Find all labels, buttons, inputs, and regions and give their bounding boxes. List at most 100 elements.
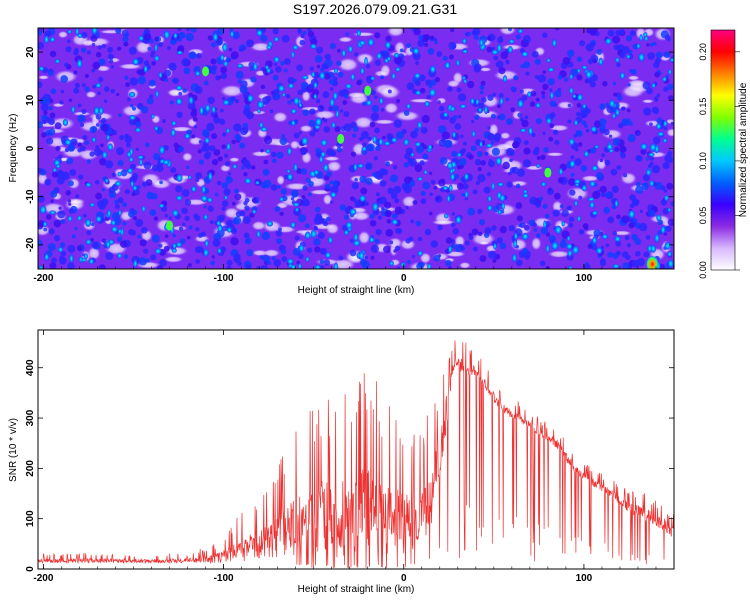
heatmap-cell-high xyxy=(527,91,532,98)
heatmap-cell xyxy=(656,117,663,125)
heatmap-cell-high xyxy=(38,265,44,269)
heatmap-cell-high xyxy=(313,93,318,100)
heatmap-cell xyxy=(605,243,610,248)
heatmap-cell xyxy=(145,142,150,148)
heatmap-cell-low xyxy=(322,193,333,206)
heatmap-cell xyxy=(457,114,462,119)
heatmap-cell xyxy=(343,123,352,132)
heatmap-cell xyxy=(372,172,377,177)
heatmap-cell xyxy=(529,101,536,107)
heatmap-cell xyxy=(305,177,312,184)
heatmap-cell xyxy=(38,41,45,50)
heatmap-cell xyxy=(477,173,486,183)
heatmap-cell-high xyxy=(98,106,104,115)
heatmap-cell xyxy=(334,126,341,133)
heatmap-cell-high xyxy=(536,163,540,169)
heatmap-cell xyxy=(366,96,371,100)
heatmap-cell xyxy=(190,28,197,33)
heatmap-cell-high xyxy=(203,248,209,257)
heatmap-cell xyxy=(316,64,321,69)
heatmap-cell-high xyxy=(255,180,260,185)
heatmap-cell xyxy=(478,219,486,226)
heatmap-cell xyxy=(324,72,331,80)
heatmap-cell xyxy=(474,158,482,166)
heatmap-cell xyxy=(666,83,674,91)
heatmap-cell xyxy=(354,178,358,182)
heatmap-cell xyxy=(242,107,251,116)
heatmap-cell-low xyxy=(401,195,417,208)
heatmap-cell-low xyxy=(85,91,97,99)
heatmap-cell xyxy=(329,43,336,50)
heatmap-cell xyxy=(473,34,479,40)
heatmap-cell xyxy=(260,264,269,269)
heatmap-cell xyxy=(38,120,43,129)
heatmap-cell xyxy=(498,93,504,98)
heatmap-cell xyxy=(379,180,387,187)
heatmap-cell xyxy=(631,259,640,268)
heatmap-cell xyxy=(278,227,282,232)
heatmap-cell xyxy=(181,207,188,214)
heatmap-cell xyxy=(406,259,411,264)
heatmap-cell-high xyxy=(455,215,462,225)
heatmap-cell xyxy=(659,263,665,269)
heatmap-cell-high xyxy=(176,173,183,182)
heatmap-cell xyxy=(67,180,74,187)
heatmap-cell xyxy=(76,245,83,252)
colorbar-frame xyxy=(710,29,736,271)
heatmap-cell xyxy=(535,233,541,238)
heatmap-cell xyxy=(356,79,362,86)
heatmap-cell xyxy=(578,195,583,200)
heatmap-cell xyxy=(219,214,226,221)
heatmap-cell xyxy=(137,234,142,239)
heatmap-cell xyxy=(549,112,556,119)
heatmap-cell-high xyxy=(287,173,294,181)
heatmap-cell xyxy=(53,219,62,228)
heatmap-cell xyxy=(486,171,492,177)
heatmap-cell-high xyxy=(95,215,102,223)
heatmap-cell xyxy=(95,179,100,185)
heatmap-cell-low xyxy=(499,132,511,140)
heatmap-cell xyxy=(369,213,375,219)
heatmap-cell xyxy=(649,156,654,161)
heatmap-cell xyxy=(46,137,54,145)
heatmap-cell xyxy=(523,61,531,69)
heatmap-cell-low xyxy=(57,30,69,39)
heatmap-cell-low xyxy=(249,42,272,52)
heatmap-cell xyxy=(172,233,177,238)
heatmap-cell xyxy=(611,185,619,193)
heatmap-cell xyxy=(231,139,236,145)
heatmap-cell xyxy=(235,70,244,79)
heatmap-cell-high xyxy=(585,70,592,79)
heatmap-cell xyxy=(670,201,674,207)
heatmap-cell xyxy=(217,156,223,162)
heatmap-cell xyxy=(302,185,308,191)
heatmap-cell-high xyxy=(569,159,576,168)
heatmap-cell xyxy=(508,171,512,176)
heatmap-cell-low xyxy=(386,28,405,37)
heatmap-cell-high xyxy=(293,162,298,172)
heatmap-cell-high xyxy=(333,262,339,269)
heatmap-cell xyxy=(122,202,127,208)
heatmap-cell xyxy=(535,97,540,102)
heatmap-cell-low xyxy=(323,156,341,162)
heatmap-cell xyxy=(557,177,564,184)
heatmap-cell xyxy=(263,159,269,165)
heatmap-cell xyxy=(473,65,481,73)
heatmap-cell xyxy=(631,233,638,241)
heatmap-cell-high xyxy=(201,184,206,194)
heatmap-cell xyxy=(354,200,362,208)
heatmap-cell xyxy=(628,121,633,127)
heatmap-cell-high xyxy=(104,178,109,184)
heatmap-cell-high xyxy=(345,221,353,229)
heatmap-cell xyxy=(498,113,506,121)
heatmap-cell xyxy=(470,145,477,152)
heatmap-cell-low xyxy=(499,28,517,36)
heatmap-cell xyxy=(269,109,274,114)
heatmap-cell xyxy=(471,119,475,124)
heatmap-cell xyxy=(243,201,248,206)
heatmap-cell xyxy=(193,125,198,129)
snr-panel: -200 -100 0 100 0 100 200 300 400 Height of str… xyxy=(8,329,675,595)
heatmap-cell xyxy=(624,235,630,241)
snr-y-axis: 0 100 200 300 400 xyxy=(25,359,674,572)
heatmap-cell xyxy=(123,41,129,47)
